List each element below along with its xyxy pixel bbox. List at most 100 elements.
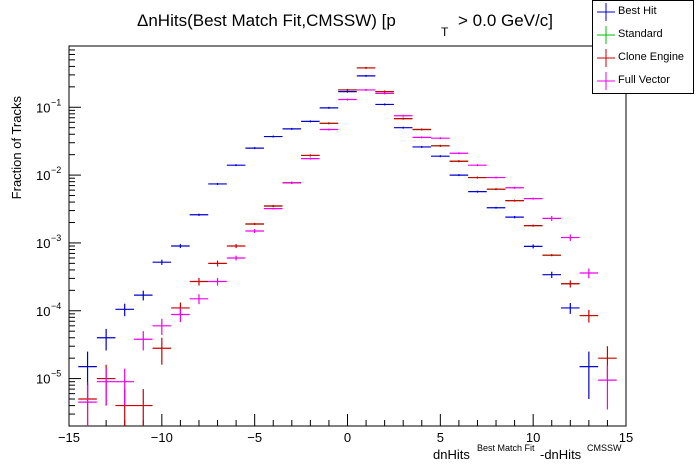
data-point (319, 128, 339, 131)
data-point (412, 136, 432, 139)
series-layer (78, 66, 617, 426)
data-point (152, 259, 172, 265)
data-point (523, 197, 543, 200)
data-point (96, 368, 116, 406)
data-point (505, 199, 524, 202)
data-point (189, 213, 209, 216)
data-point (245, 223, 264, 226)
legend: Best Hit Standard Clone Engine Full Vect… (592, 0, 694, 94)
x-tick-label: −15 (58, 430, 80, 445)
x-axis-label-sup1: Best Match Fit (477, 443, 535, 453)
data-point (542, 254, 562, 257)
data-point (152, 337, 172, 365)
data-point (523, 244, 543, 249)
data-point (375, 92, 394, 95)
data-point (486, 188, 506, 191)
data-point (133, 389, 153, 426)
data-point (319, 122, 339, 125)
data-point (579, 309, 599, 323)
data-point (78, 385, 97, 426)
x-axis-label-sup2: CMSSW (587, 443, 622, 453)
data-point (263, 205, 283, 208)
data-point (431, 137, 450, 140)
series-standard (245, 66, 599, 317)
x-tick-label: 15 (619, 430, 633, 445)
x-tick-label: 10 (526, 430, 540, 445)
data-point (598, 365, 617, 410)
data-point (133, 331, 153, 351)
legend-marker-standard (597, 26, 615, 44)
data-point (301, 157, 320, 160)
title-tail: > 0.0 GeV/c] (458, 11, 553, 30)
data-point (356, 74, 376, 77)
data-point (208, 260, 227, 267)
data-point (505, 186, 524, 189)
x-tick-label: 0 (344, 430, 351, 445)
data-point (152, 318, 172, 335)
data-point (375, 103, 394, 106)
x-axis-label-group: dnHits Best Match Fit -dnHits CMSSW (433, 443, 622, 462)
data-point (561, 303, 580, 314)
data-point (245, 229, 264, 234)
legend-label-full-vector: Full Vector (618, 74, 670, 86)
data-point (189, 277, 209, 286)
x-axis-label-mid: -dnHits (540, 447, 582, 462)
data-point (431, 144, 450, 147)
y-tick-exponent: −4 (51, 301, 61, 311)
data-point (338, 98, 357, 101)
data-point (226, 255, 246, 261)
y-tick-label: 10 (36, 100, 50, 115)
data-point (226, 244, 246, 249)
data-point (579, 268, 599, 279)
data-point (301, 154, 320, 157)
data-point (486, 206, 506, 209)
legend-marker-clone-engine (597, 49, 615, 67)
chart-title: ΔnHits(Best Match Fit,CMSSW) [p T > 0.0 … (137, 11, 553, 39)
y-tick-exponent: −3 (51, 233, 61, 243)
title-main: ΔnHits(Best Match Fit,CMSSW) [p (137, 11, 396, 30)
x-tick-label: −5 (247, 430, 262, 445)
y-tick-label: 10 (36, 236, 50, 251)
data-point (338, 90, 357, 93)
data-point (263, 207, 283, 210)
data-point (486, 176, 506, 179)
data-point (208, 277, 227, 286)
y-axis-label: Fraction of Tracks (9, 96, 24, 200)
series-full-vector (78, 88, 617, 426)
data-point (133, 290, 153, 301)
data-point (468, 164, 487, 167)
data-point (282, 181, 302, 184)
x-axis-label-main: dnHits (433, 447, 470, 462)
series-clone-engine (78, 66, 617, 426)
data-point (319, 106, 339, 109)
plot-frame (68, 45, 627, 427)
data-point (449, 160, 469, 163)
legend-label-standard: Standard (618, 28, 663, 40)
data-point (375, 90, 394, 93)
data-point (171, 308, 190, 323)
data-point (449, 174, 469, 177)
legend-entry-clone-engine: Clone Engine (593, 47, 693, 70)
data-point (338, 88, 357, 91)
legend-marker-best-hit (597, 3, 615, 21)
data-point (393, 117, 413, 120)
data-point (412, 145, 432, 148)
data-point (189, 294, 209, 305)
data-point (523, 224, 543, 227)
data-point (561, 280, 580, 288)
data-point (542, 215, 562, 222)
data-point (96, 328, 116, 351)
y-tick-exponent: −5 (51, 369, 61, 379)
legend-entry-best-hit: Best Hit (593, 1, 693, 24)
y-tick-label: 10 (36, 304, 50, 319)
data-point (115, 303, 134, 317)
data-point (393, 114, 413, 117)
y-tick-label: 10 (36, 168, 50, 183)
legend-marker-full-vector (597, 72, 615, 90)
data-point (171, 244, 190, 249)
data-point (505, 215, 524, 219)
data-point (208, 182, 227, 185)
data-point (431, 155, 450, 158)
